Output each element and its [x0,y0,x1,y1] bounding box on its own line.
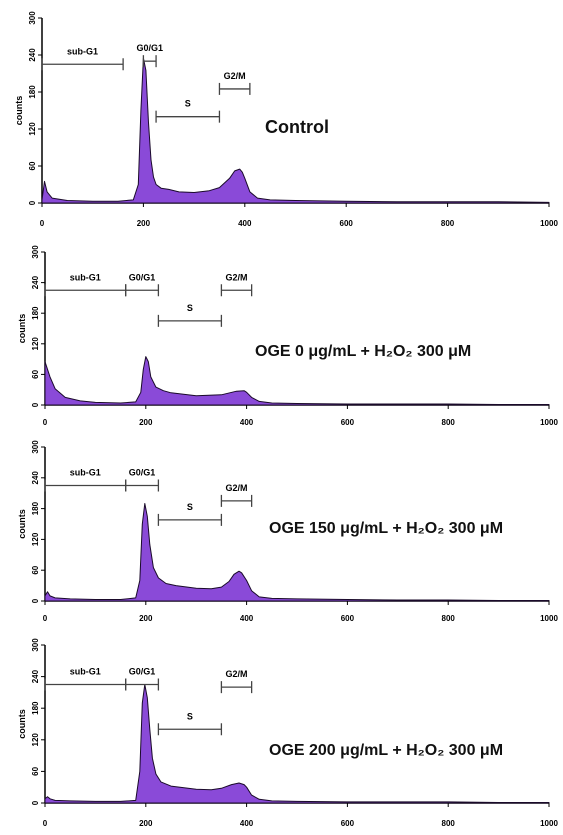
y-tick-label: 180 [31,306,40,320]
y-tick-label: 180 [31,501,40,515]
gate-g2-m: G2/M [220,669,253,694]
x-tick-label: 0 [40,219,45,228]
x-tick-label: 400 [240,819,254,828]
y-tick-label: 180 [28,85,37,99]
gate-sub-g1: sub-G1 [44,468,127,492]
panel-title: OGE 200 μg/mL + H₂O₂ 300 μM [269,742,503,759]
gate-sub-g1: sub-G1 [44,272,127,297]
gate-label: G2/M [224,71,246,81]
histogram-area [41,57,550,204]
x-tick-label: 800 [442,418,456,427]
gate-s: S [155,99,221,123]
x-tick-label: 200 [139,418,153,427]
x-tick-label: 0 [43,614,48,623]
x-tick-label: 800 [441,219,455,228]
y-tick-label: 300 [31,245,40,259]
gate-g2-m: G2/M [218,71,251,95]
gate-label: S [185,99,191,109]
gate-label: sub-G1 [70,468,101,478]
y-tick-label: 300 [31,638,40,652]
y-tick-label: 60 [31,565,40,574]
gate-label: S [187,303,193,313]
x-tick-label: 1000 [540,418,558,427]
y-tick-label: 300 [31,440,40,454]
gate-g0-g1: G0/G1 [124,272,160,297]
gate-label: G0/G1 [136,43,163,53]
gate-s: S [157,502,223,526]
x-tick-label: 200 [139,819,153,828]
x-tick-label: 800 [442,819,456,828]
gate-label: sub-G1 [67,46,98,56]
gate-label: sub-G1 [70,667,101,677]
panel-title: Control [265,117,329,137]
gate-s: S [157,711,223,736]
x-tick-label: 800 [442,614,456,623]
x-tick-label: 600 [341,418,355,427]
gate-label: G0/G1 [129,468,156,478]
panel-title: OGE 150 μg/mL + H₂O₂ 300 μM [269,520,503,537]
histogram-panel-2: 0 60 120 180 240 300 counts 0 200 400 600 800 1000 su… [17,245,558,427]
histogram-panel-4: 0 60 120 180 240 300 counts 0 200 400 600 800 1000 su… [17,638,558,828]
x-tick-label: 600 [341,819,355,828]
x-tick-label: 0 [43,819,48,828]
x-tick-label: 200 [139,614,153,623]
gate-g2-m: G2/M [220,272,253,297]
x-tick-label: 1000 [540,219,558,228]
y-tick-label: 60 [31,766,40,775]
gate-g2-m: G2/M [220,483,253,507]
gate-label: G2/M [226,272,248,282]
y-tick-label: 120 [28,122,37,136]
x-tick-label: 400 [240,418,254,427]
y-tick-label: 240 [31,669,40,683]
gate-label: G2/M [226,483,248,493]
x-tick-label: 600 [340,219,354,228]
y-tick-label: 120 [31,532,40,546]
y-axis-label: counts [17,314,27,344]
y-axis-label: counts [17,709,27,739]
gate-label: S [187,502,193,512]
gate-sub-g1: sub-G1 [41,46,124,71]
panel-title: OGE 0 μg/mL + H₂O₂ 300 μM [255,343,471,360]
histogram-area [44,356,550,406]
gate-sub-g1: sub-G1 [44,667,127,691]
y-tick-label: 0 [31,800,40,805]
y-axis-label: counts [17,509,27,539]
x-tick-label: 600 [341,614,355,623]
y-tick-label: 0 [31,402,40,407]
gate-label: S [187,711,193,721]
y-tick-label: 0 [28,200,37,205]
histogram-panel-1: 0 60 120 180 240 300 counts 0 200 400 600 800 1000 su… [14,11,558,228]
y-axis-label: counts [14,96,24,126]
y-tick-label: 120 [31,733,40,747]
gate-g0-g1: G0/G1 [124,667,160,691]
gate-label: G2/M [226,669,248,679]
y-tick-label: 120 [31,337,40,351]
y-tick-label: 240 [28,48,37,62]
x-tick-label: 1000 [540,614,558,623]
y-tick-label: 60 [31,369,40,378]
histogram-area [44,503,550,602]
gate-g0-g1: G0/G1 [136,43,163,68]
y-tick-label: 240 [31,471,40,485]
histogram-area [44,684,550,804]
y-tick-label: 300 [28,11,37,25]
histogram-panel-3: 0 60 120 180 240 300 counts 0 200 400 600 800 1000 su… [17,440,558,623]
gate-label: G0/G1 [129,272,156,282]
y-tick-label: 60 [28,161,37,170]
gate-label: G0/G1 [129,667,156,677]
x-tick-label: 0 [43,418,48,427]
x-tick-label: 200 [137,219,151,228]
x-tick-label: 1000 [540,819,558,828]
x-tick-label: 400 [238,219,252,228]
y-tick-label: 0 [31,598,40,603]
gate-g0-g1: G0/G1 [124,468,160,492]
y-tick-label: 180 [31,701,40,715]
y-tick-label: 240 [31,275,40,289]
gate-label: sub-G1 [70,272,101,282]
gate-s: S [157,303,223,327]
x-tick-label: 400 [240,614,254,623]
